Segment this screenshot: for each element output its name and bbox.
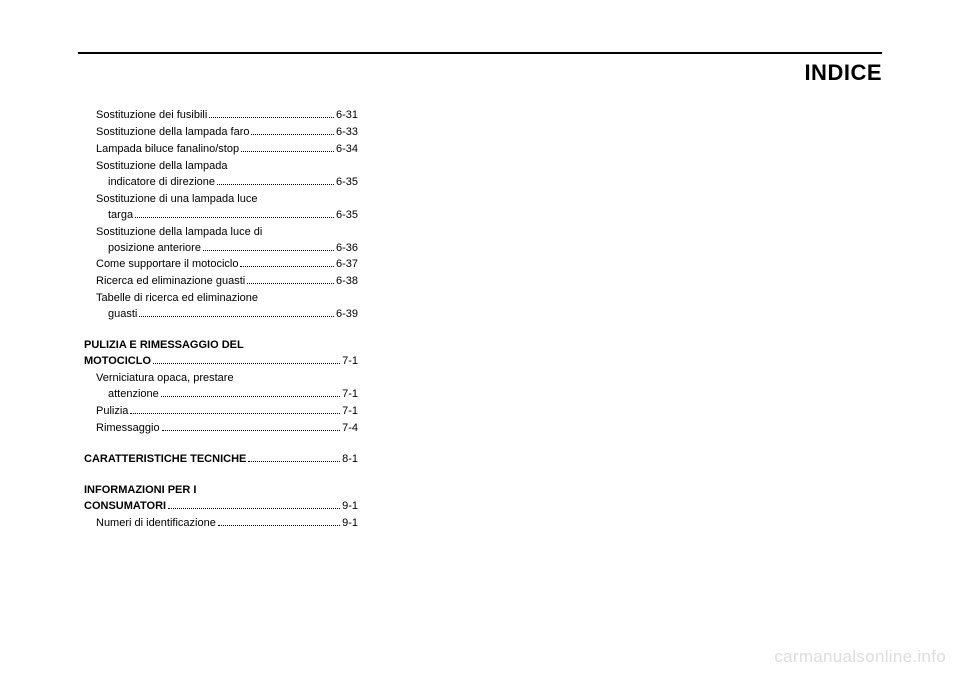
toc-page: 6-38 [336, 274, 358, 290]
toc-page: 7-1 [342, 387, 358, 403]
toc-label: Sostituzione della lampada faro [96, 125, 249, 141]
toc-dots [162, 430, 341, 431]
toc-page: 9-1 [342, 516, 358, 532]
toc-dots [218, 525, 340, 526]
toc-label: attenzione [108, 387, 159, 403]
toc-dots [135, 217, 334, 218]
toc-label: Sostituzione di una lampada luce [96, 193, 257, 205]
toc-page: 6-37 [336, 257, 358, 273]
toc-entry-wrap: Sostituzione della lampada [84, 159, 358, 175]
toc-entry-wrap: Verniciatura opaca, prestare [84, 371, 358, 387]
toc-label: posizione anteriore [108, 241, 201, 257]
toc-section-heading: INFORMAZIONI PER I [84, 483, 358, 499]
toc-entry: targa 6-35 [84, 208, 358, 224]
toc-page: 6-35 [336, 208, 358, 224]
watermark: carmanualsonline.info [774, 647, 946, 667]
toc-label: Verniciatura opaca, prestare [96, 372, 234, 384]
toc-entry-wrap: Sostituzione di una lampada luce [84, 192, 358, 208]
toc-label: Pulizia [96, 404, 128, 420]
toc-page: 7-1 [342, 354, 358, 370]
toc-entry: indicatore di direzione 6-35 [84, 175, 358, 191]
toc-dots [251, 134, 333, 135]
toc-entry: Pulizia 7-1 [84, 404, 358, 420]
toc-dots [248, 461, 340, 462]
toc-entry-wrap: Tabelle di ricerca ed eliminazione [84, 291, 358, 307]
toc-page: 6-36 [336, 241, 358, 257]
toc-entry: Lampada biluce fanalino/stop 6-34 [84, 142, 358, 158]
toc-label: Come supportare il motociclo [96, 257, 238, 273]
page-title: INDICE [78, 60, 882, 86]
toc-dots [153, 363, 340, 364]
toc-label: guasti [108, 307, 137, 323]
toc-heading-line1: INFORMAZIONI PER I [84, 484, 196, 496]
toc-dots [130, 413, 340, 414]
toc-heading-label: CARATTERISTICHE TECNICHE [84, 452, 246, 468]
toc-label: Sostituzione della lampada luce di [96, 226, 262, 238]
toc-page: 6-34 [336, 142, 358, 158]
toc-entry: Sostituzione della lampada faro 6-33 [84, 125, 358, 141]
toc-label: indicatore di direzione [108, 175, 215, 191]
toc-dots [168, 508, 340, 509]
toc-dots [247, 283, 334, 284]
toc-page: 6-33 [336, 125, 358, 141]
toc-page: 6-31 [336, 108, 358, 124]
toc-dots [217, 184, 334, 185]
toc-page: 9-1 [342, 499, 358, 515]
toc-heading-line1: PULIZIA E RIMESSAGGIO DEL [84, 339, 244, 351]
toc-label: Numeri di identificazione [96, 516, 216, 532]
toc-entry: Rimessaggio 7-4 [84, 421, 358, 437]
toc-dots [241, 151, 334, 152]
toc-entry: guasti 6-39 [84, 307, 358, 323]
toc-entry: Numeri di identificazione 9-1 [84, 516, 358, 532]
toc-section-heading-line2: CONSUMATORI 9-1 [84, 499, 358, 515]
toc-page: 7-4 [342, 421, 358, 437]
toc-label: Sostituzione della lampada [96, 160, 227, 172]
toc-section-heading: CARATTERISTICHE TECNICHE 8-1 [84, 452, 358, 468]
toc-label: Tabelle di ricerca ed eliminazione [96, 292, 258, 304]
toc-page: 6-35 [336, 175, 358, 191]
toc-entry: attenzione 7-1 [84, 387, 358, 403]
toc-entry: posizione anteriore 6-36 [84, 241, 358, 257]
toc-section-heading-line2: MOTOCICLO 7-1 [84, 354, 358, 370]
toc-page: 8-1 [342, 452, 358, 468]
toc-heading-label: MOTOCICLO [84, 354, 151, 370]
toc-entry: Sostituzione dei fusibili 6-31 [84, 108, 358, 124]
toc-dots [203, 250, 334, 251]
toc-page: 7-1 [342, 404, 358, 420]
header-rule [78, 52, 882, 54]
toc-entry-wrap: Sostituzione della lampada luce di [84, 225, 358, 241]
toc-dots [240, 266, 334, 267]
toc-dots [209, 117, 334, 118]
toc-dots [139, 316, 334, 317]
toc-label: Rimessaggio [96, 421, 160, 437]
toc-label: targa [108, 208, 133, 224]
toc-label: Ricerca ed eliminazione guasti [96, 274, 245, 290]
toc-label: Lampada biluce fanalino/stop [96, 142, 239, 158]
toc-entry: Come supportare il motociclo 6-37 [84, 257, 358, 273]
toc-page: 6-39 [336, 307, 358, 323]
page: INDICE Sostituzione dei fusibili 6-31 So… [0, 0, 960, 679]
toc-dots [161, 396, 340, 397]
toc-column: Sostituzione dei fusibili 6-31 Sostituzi… [78, 108, 358, 532]
toc-section-heading: PULIZIA E RIMESSAGGIO DEL [84, 338, 358, 354]
toc-label: Sostituzione dei fusibili [96, 108, 207, 124]
toc-heading-label: CONSUMATORI [84, 499, 166, 515]
toc-entry: Ricerca ed eliminazione guasti 6-38 [84, 274, 358, 290]
